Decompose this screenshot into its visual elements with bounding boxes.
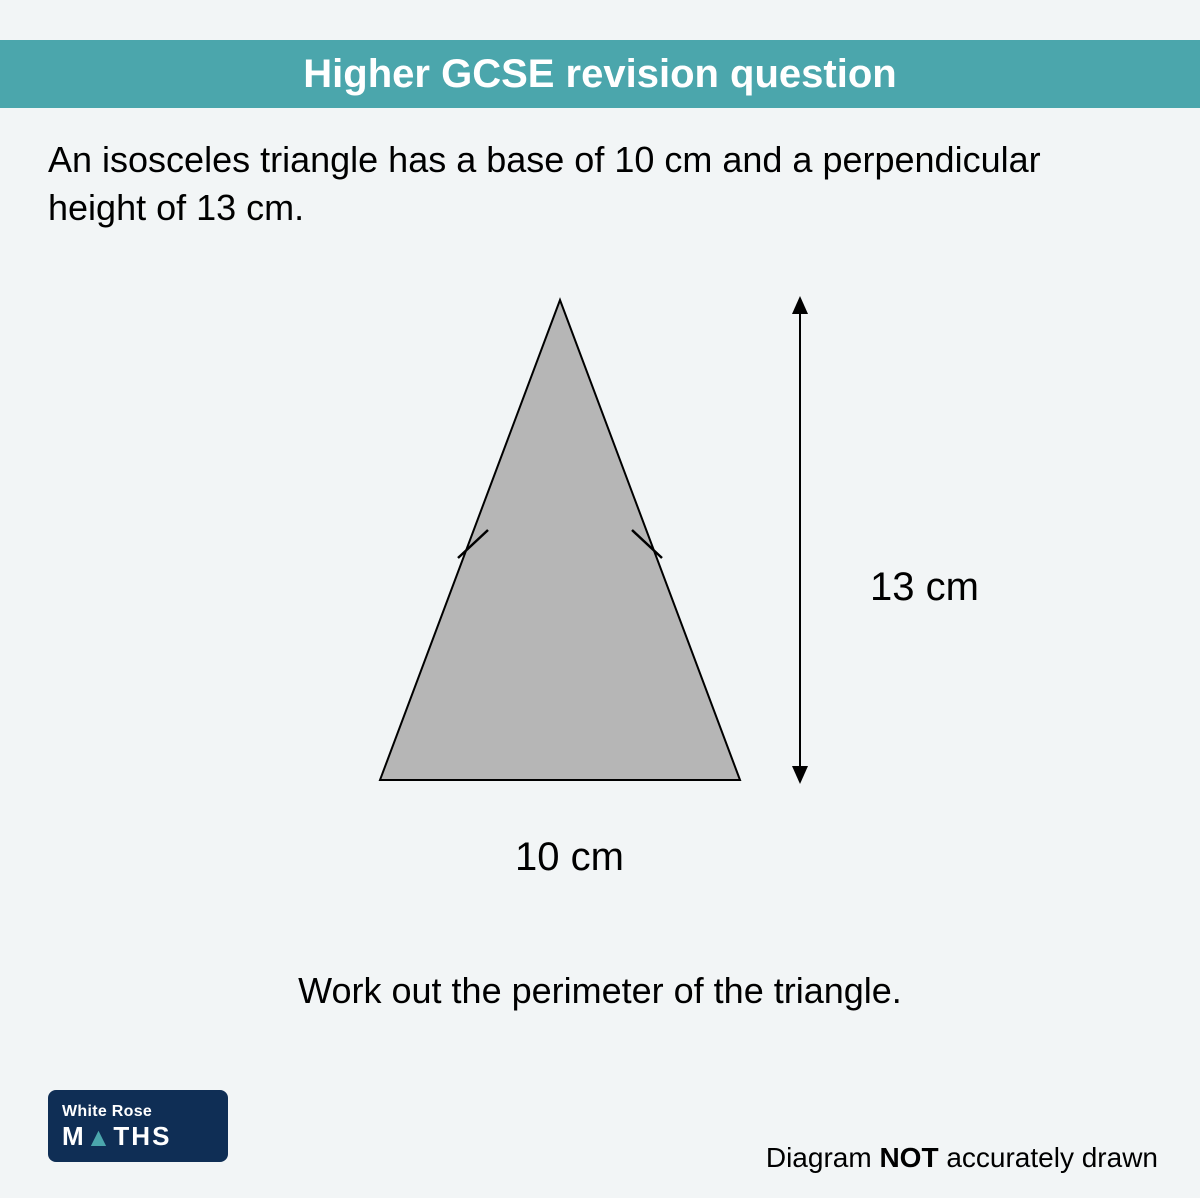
triangle-diagram (320, 280, 880, 840)
triangle-shape (380, 300, 740, 780)
height-arrow-head-bottom (792, 766, 808, 784)
note-post: accurately drawn (939, 1142, 1158, 1173)
note-bold: NOT (879, 1142, 938, 1173)
height-label: 13 cm (870, 565, 979, 610)
base-label: 10 cm (515, 835, 624, 880)
logo-line2-pre: M (62, 1121, 86, 1151)
diagram-note: Diagram NOT accurately drawn (766, 1142, 1158, 1174)
logo-line2-post: THS (113, 1121, 171, 1151)
logo-triangle-icon: ▲ (86, 1124, 114, 1150)
note-pre: Diagram (766, 1142, 880, 1173)
logo-line1: White Rose (62, 1103, 214, 1121)
logo-line2: M▲THS (62, 1123, 214, 1149)
header-title: Higher GCSE revision question (303, 52, 896, 97)
height-arrow-head-top (792, 296, 808, 314)
instruction-text: Work out the perimeter of the triangle. (0, 970, 1200, 1012)
diagram-area: 13 cm 10 cm (0, 280, 1200, 900)
question-text: An isosceles triangle has a base of 10 c… (48, 136, 1148, 231)
header-band: Higher GCSE revision question (0, 40, 1200, 108)
logo-badge: White Rose M▲THS (48, 1090, 228, 1162)
